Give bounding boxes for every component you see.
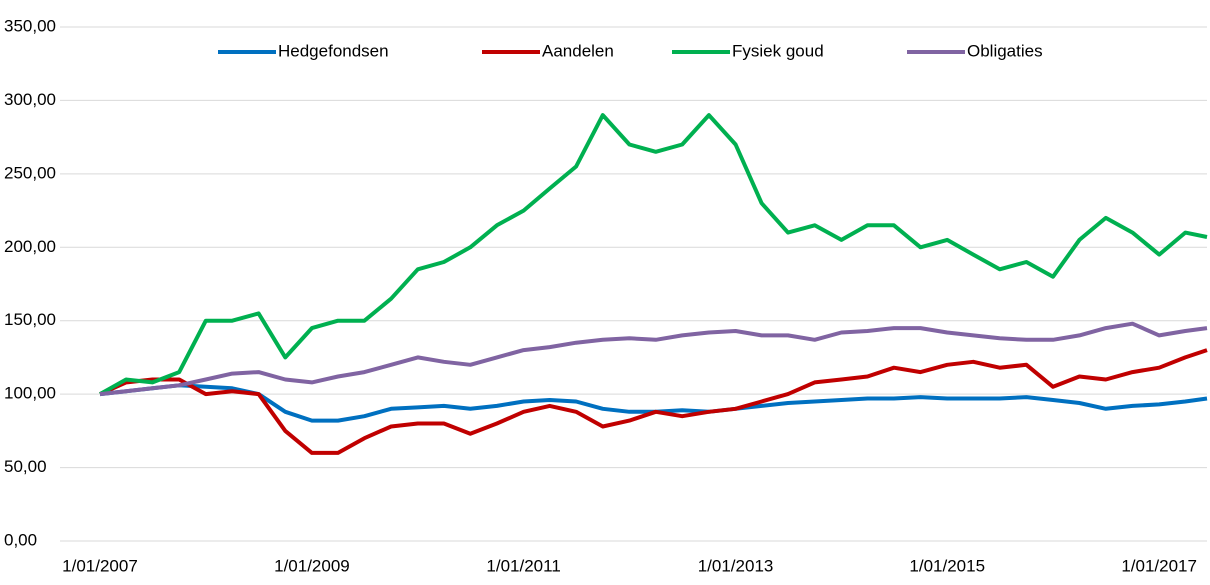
x-tick-label: 1/01/2011 (486, 556, 560, 575)
x-tick-label: 1/01/2007 (62, 556, 138, 575)
y-tick-label: 200,00 (4, 237, 56, 256)
legend-label: Fysiek goud (732, 41, 824, 60)
series-line (99, 348, 1208, 455)
y-tick-label: 300,00 (4, 90, 56, 109)
y-tick-label: 0,00 (4, 530, 37, 549)
legend-label: Obligaties (967, 41, 1043, 60)
y-tick-label: 100,00 (4, 384, 56, 403)
legend-label: Aandelen (542, 41, 614, 60)
x-tick-label: 1/01/2013 (698, 556, 774, 575)
y-tick-label: 150,00 (4, 310, 56, 329)
y-tick-label: 50,00 (4, 457, 47, 476)
y-tick-label: 350,00 (4, 16, 56, 35)
x-tick-label: 1/01/2009 (274, 556, 350, 575)
x-tick-label: 1/01/2017 (1121, 556, 1197, 575)
legend-label: Hedgefondsen (278, 41, 389, 60)
series-line (99, 113, 1208, 396)
y-tick-label: 250,00 (4, 163, 56, 182)
series-line (99, 321, 1208, 397)
x-tick-label: 1/01/2015 (909, 556, 985, 575)
